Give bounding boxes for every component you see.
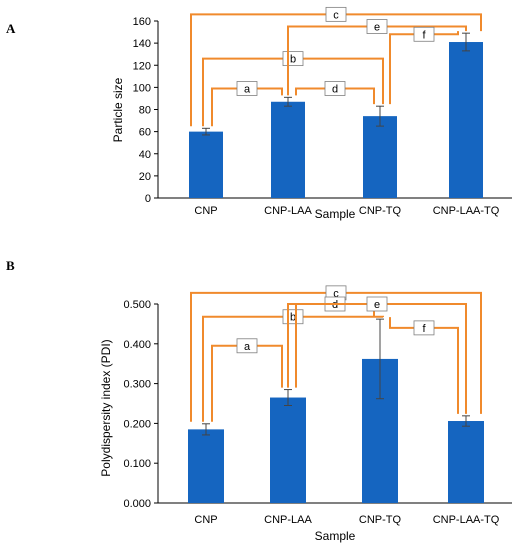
chart-panel-a: A 0 20 40 60 80 100 120 140 160 CNP CNP-LAA CNP-TQ CN… [6,6,512,221]
bar [449,42,483,198]
significance-label-box [413,320,435,336]
significance-label: f [422,323,426,335]
significance-label-box [324,81,346,96]
x-axis-title: Sample [315,529,356,543]
chart-panel-b: B 0.000 0.100 0.200 0.300 0.400 0.500 CNP CNP-LA… [6,258,512,543]
y-tick-label: 0.500 [123,299,151,311]
significance-label: f [422,29,426,41]
x-tick-label: CNP-LAA [264,514,312,526]
bar [270,397,306,503]
x-tick-label: CNP-LAA [264,205,312,217]
y-tick-label: 0.400 [123,339,151,351]
y-tick-label: 140 [133,38,151,50]
significance-label-box [366,19,388,34]
y-axis-title: Polydispersity index (PDI) [99,339,113,476]
y-tick-label: 0.000 [123,498,151,510]
y-tick-label: 60 [139,127,151,139]
significance-bracket [190,13,482,127]
significance-label-box [236,81,258,96]
y-tick-label: 0 [145,193,151,205]
bar [271,101,305,198]
significance-label: a [244,83,251,95]
y-tick-label: 120 [133,60,151,72]
significance-label: e [374,22,380,34]
panel-letter: A [6,21,16,36]
x-axis-title: Sample [315,207,356,221]
bar [188,429,224,503]
y-tick-label: 40 [139,149,151,161]
significance-bracket [389,31,459,105]
significance-bracket [190,291,482,422]
y-tick-label: 0.200 [123,418,151,430]
bar [363,116,397,198]
bar [448,421,484,503]
significance-label-box [366,296,388,312]
y-tick-label: 160 [133,16,151,28]
significance-label-box [236,338,258,354]
x-tick-label: CNP-TQ [359,514,402,526]
significance-label: b [290,312,296,324]
y-tick-label: 0.300 [123,379,151,391]
y-tick-label: 80 [139,105,151,117]
significance-label: e [374,299,380,311]
panel-letter: B [6,258,15,273]
significance-label: b [290,54,296,66]
y-tick-label: 0.100 [123,458,151,470]
significance-label: d [332,83,338,95]
significance-bracket [287,25,467,96]
significance-label-box [325,6,347,22]
x-tick-label: CNP [194,205,217,217]
x-tick-label: CNP [194,514,217,526]
x-tick-label: CNP-LAA-TQ [433,514,500,526]
y-tick-label: 100 [133,82,151,94]
y-tick-label: 20 [139,171,151,183]
x-tick-label: CNP-TQ [359,205,402,217]
significance-label: a [244,341,251,353]
significance-label-box [413,26,435,42]
significance-label: c [333,9,339,21]
x-tick-label: CNP-LAA-TQ [433,205,500,217]
significance-label: c [333,288,339,300]
bar [189,131,223,198]
y-axis-title: Particle size [111,77,125,142]
